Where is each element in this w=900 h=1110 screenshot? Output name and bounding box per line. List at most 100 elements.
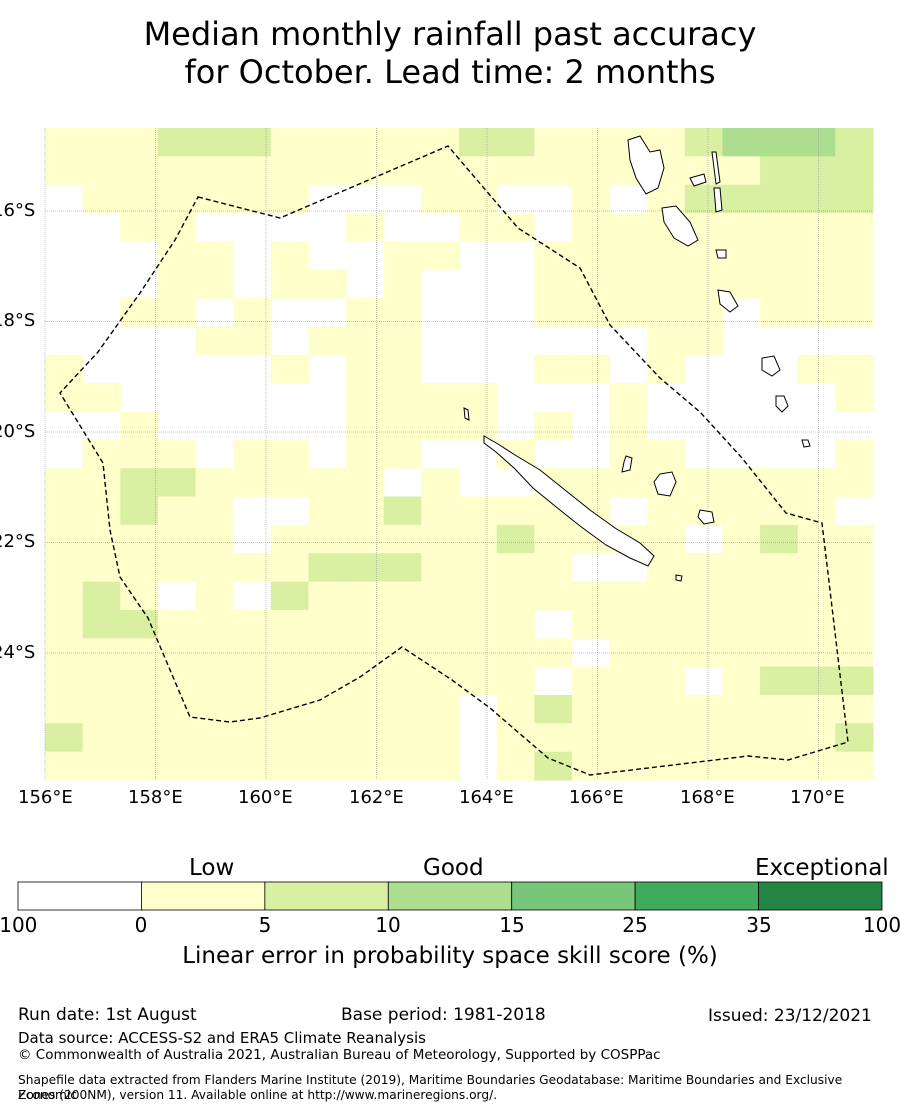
lat-label-20: 20°S	[0, 421, 36, 442]
skill-cell	[496, 723, 535, 753]
malekula-island	[661, 205, 699, 247]
skill-cell	[647, 638, 686, 668]
skill-cell	[120, 213, 159, 242]
skill-cell	[383, 496, 422, 526]
skill-cell	[684, 723, 724, 753]
skill-cell	[609, 468, 648, 498]
skill-cell	[270, 439, 310, 469]
epi-island	[715, 249, 727, 259]
skill-cell	[45, 496, 84, 526]
skill-cell	[157, 184, 197, 214]
skill-cell	[233, 298, 272, 328]
skill-cell	[496, 638, 535, 668]
skill-cell	[760, 723, 799, 753]
lon-label-156: 156°E	[18, 787, 73, 808]
skill-cell	[534, 128, 573, 157]
skill-cell	[157, 751, 197, 781]
skill-cell	[346, 524, 385, 554]
skill-cell	[82, 553, 121, 583]
skill-cell	[195, 241, 234, 271]
skill-cell	[346, 723, 385, 753]
skill-cell	[383, 326, 422, 356]
skill-cell	[835, 213, 874, 242]
lon-label-170: 170°E	[790, 787, 845, 808]
eez-boundary	[59, 145, 849, 776]
skill-cell	[195, 694, 234, 724]
skill-cell	[647, 439, 686, 469]
colorbar-tick: 25	[622, 913, 648, 937]
skill-cell	[459, 524, 498, 554]
skill-cell	[835, 439, 874, 469]
skill-cell	[270, 609, 310, 639]
skill-cell	[722, 553, 761, 583]
skill-cell	[383, 524, 422, 554]
skill-cell	[45, 694, 84, 724]
skill-cell	[496, 213, 535, 242]
skill-cell	[421, 638, 460, 668]
skill-cell	[647, 609, 686, 639]
skill-cell	[45, 553, 84, 583]
skill-cell	[308, 723, 347, 753]
skill-cell	[684, 468, 724, 498]
skill-cell	[797, 751, 836, 781]
skill-cell	[421, 751, 460, 781]
skill-cell	[195, 156, 234, 186]
skill-cell	[609, 751, 648, 781]
skill-cell	[120, 468, 159, 498]
skill-cell	[760, 128, 799, 157]
skill-cell	[270, 156, 310, 186]
colorbar-tick: 15	[499, 913, 525, 937]
skill-cell	[233, 184, 272, 214]
skill-cell	[571, 184, 611, 214]
skill-cell	[609, 638, 648, 668]
skill-cell	[270, 666, 310, 696]
skill-cell	[835, 354, 874, 384]
skill-cell	[308, 638, 347, 668]
skill-cell	[346, 666, 385, 696]
skill-cell	[383, 354, 422, 384]
skill-cell	[647, 354, 686, 384]
skill-cell	[571, 354, 611, 384]
skill-cell	[684, 298, 724, 328]
skill-cell	[346, 326, 385, 356]
skill-cell	[308, 581, 347, 611]
skill-cell	[722, 609, 761, 639]
skill-cell	[609, 383, 648, 413]
skill-cell	[120, 524, 159, 554]
skill-cell	[346, 694, 385, 724]
skill-cell	[346, 128, 385, 157]
skill-cell	[571, 609, 611, 639]
skill-cell	[157, 156, 197, 186]
skill-cell	[722, 468, 761, 498]
skill-cell	[383, 383, 422, 413]
skill-cell	[571, 298, 611, 328]
skill-cell	[534, 694, 573, 724]
skill-cell	[421, 524, 460, 554]
skill-cell	[233, 326, 272, 356]
skill-cell	[195, 524, 234, 554]
lat-label-24: 24°S	[0, 642, 36, 663]
skill-cell	[82, 184, 121, 214]
skill-cell	[120, 496, 159, 526]
skill-cell	[760, 694, 799, 724]
erromango-island	[761, 355, 781, 377]
skill-cell	[233, 128, 272, 157]
skill-cell	[233, 723, 272, 753]
skill-cell	[571, 128, 611, 157]
skill-cell	[82, 581, 121, 611]
skill-cell	[647, 326, 686, 356]
skill-cell	[797, 553, 836, 583]
skill-cell	[308, 751, 347, 781]
skill-cell	[421, 383, 460, 413]
skill-cell	[722, 213, 761, 242]
skill-cell	[308, 496, 347, 526]
skill-cell	[722, 524, 761, 554]
skill-cell	[346, 156, 385, 186]
skill-cell	[195, 666, 234, 696]
loyalty-island-lifou	[653, 471, 677, 497]
skill-cell	[45, 468, 84, 498]
skill-cell	[684, 609, 724, 639]
skill-cell	[609, 609, 648, 639]
skill-cell	[383, 269, 422, 299]
